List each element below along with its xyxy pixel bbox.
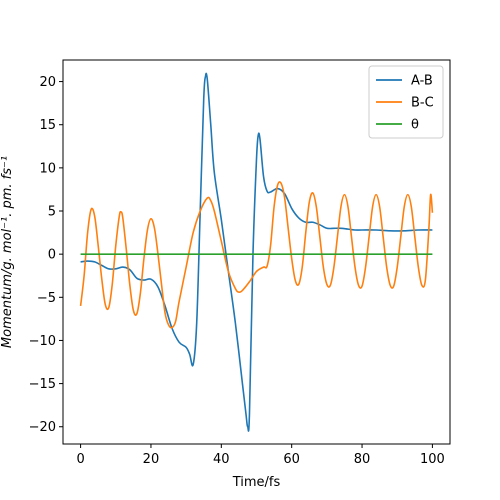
- series-line-2: [79, 181, 434, 329]
- x-tick-label: 80: [354, 452, 371, 467]
- y-tick-label: 5: [48, 205, 56, 220]
- y-tick-label: −15: [29, 377, 56, 392]
- y-tick-label: 15: [39, 118, 56, 133]
- plot-area: [79, 72, 434, 432]
- y-tick-label: 20: [39, 75, 56, 90]
- y-axis-label: Momentum/g. mol⁻¹. pm. fs⁻¹: [0, 156, 15, 348]
- axes-frame: [62, 59, 451, 445]
- x-tick-label: 60: [283, 452, 300, 467]
- legend-box: [368, 65, 444, 139]
- axis-ticks: 0 20 40 60 80 100 −20 −15 −10 −5 0 5 10 15 20: [29, 75, 445, 467]
- series-line-1: [80, 72, 433, 432]
- y-tick-label: −20: [29, 420, 56, 435]
- y-tick-label: 10: [39, 161, 56, 176]
- y-tick-label: −5: [37, 291, 56, 306]
- legend-label: B-C: [411, 96, 434, 111]
- x-tick-label: 20: [143, 452, 160, 467]
- x-axis-label: Time/fs: [232, 475, 281, 490]
- legend: A-B B-C θ: [368, 65, 444, 139]
- x-tick-label: 0: [76, 452, 84, 467]
- legend-label: A-B: [411, 74, 433, 89]
- x-tick-label: 40: [213, 452, 230, 467]
- y-tick-label: −10: [29, 334, 56, 349]
- legend-label: θ: [411, 118, 419, 133]
- x-tick-label: 100: [420, 452, 445, 467]
- y-tick-label: 0: [48, 248, 56, 263]
